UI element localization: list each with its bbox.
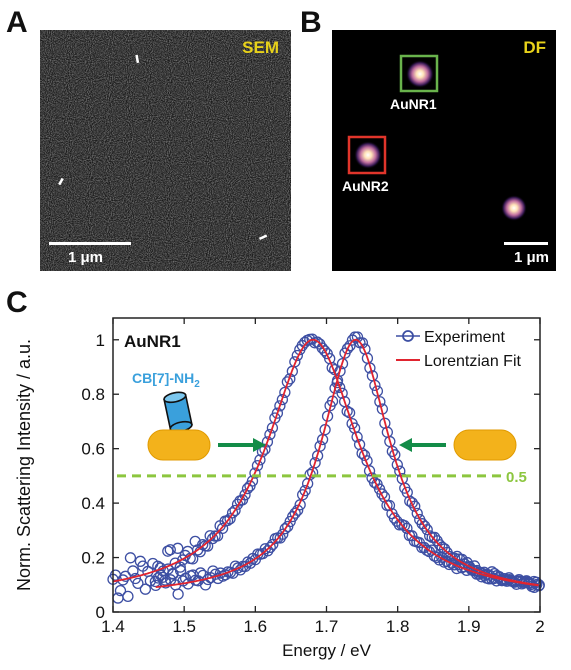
x-tick-label: 1.8 [386, 617, 410, 636]
legend-label-fit: Lorentzian Fit [424, 353, 521, 370]
legend: Experiment Lorentzian Fit [396, 329, 521, 370]
sem-scale-label: 1 μm [68, 249, 103, 266]
darkfield-spots [332, 30, 556, 271]
arrow-left-icon [399, 438, 446, 452]
data-point [123, 591, 133, 601]
fit-line-2 [156, 340, 539, 587]
df-scale-label: 1 μm [514, 249, 549, 266]
y-tick-label: 1 [96, 331, 105, 350]
scattering-spectrum-chart: 0.5 1.4 1.5 1.6 1.7 1.8 1.9 200.20.40.60.81 En… [0, 290, 571, 670]
panel-letter-b: B [300, 6, 322, 40]
panel-letter-a: A [6, 6, 28, 40]
threshold-label: 0.5 [506, 469, 527, 486]
nanorod-right-icon [454, 430, 516, 460]
x-tick-label: 2 [535, 617, 544, 636]
molecule-subscript: 2 [194, 379, 200, 390]
x-tick-label: 1.7 [315, 617, 339, 636]
df-scale-bar [504, 242, 548, 245]
inset-label: AuNR1 [124, 332, 181, 351]
x-tick-label: 1.5 [172, 617, 196, 636]
y-tick-label: 0.6 [81, 440, 105, 459]
y-axis-label: Norm. Scattering Intensity / a.u. [14, 339, 34, 591]
particle-spot-unlabeled [501, 195, 527, 221]
particle-spot-aunr2 [354, 141, 382, 169]
arrow-right-icon [218, 438, 266, 452]
series-2 [151, 332, 545, 599]
data-point [173, 589, 183, 599]
sem-image: SEM 1 μm [40, 30, 291, 271]
particle-spot-aunr1 [406, 60, 434, 88]
y-tick-label: 0 [96, 603, 105, 622]
df-tag: DF [523, 38, 546, 58]
nanorod-left-icon [148, 430, 210, 460]
x-tick-label: 1.6 [244, 617, 268, 636]
molecule-label: CB[7]-NH2 [132, 370, 200, 390]
x-axis-label: Energy / eV [282, 641, 371, 660]
label-aunr1: AuNR1 [390, 96, 437, 112]
label-aunr2: AuNR2 [342, 178, 389, 194]
y-tick-label: 0.4 [81, 494, 105, 513]
legend-label-experiment: Experiment [424, 329, 505, 346]
sem-tag: SEM [242, 38, 279, 58]
y-tick-label: 0.2 [81, 549, 105, 568]
data-point [125, 553, 135, 563]
y-tick-label: 0.8 [81, 385, 105, 404]
cb7-cylinder-icon [163, 391, 193, 434]
x-tick-label: 1.9 [457, 617, 481, 636]
darkfield-image: DF AuNR1 AuNR2 1 μm [332, 30, 556, 271]
sem-scale-bar [49, 242, 131, 245]
sem-texture [40, 30, 291, 271]
